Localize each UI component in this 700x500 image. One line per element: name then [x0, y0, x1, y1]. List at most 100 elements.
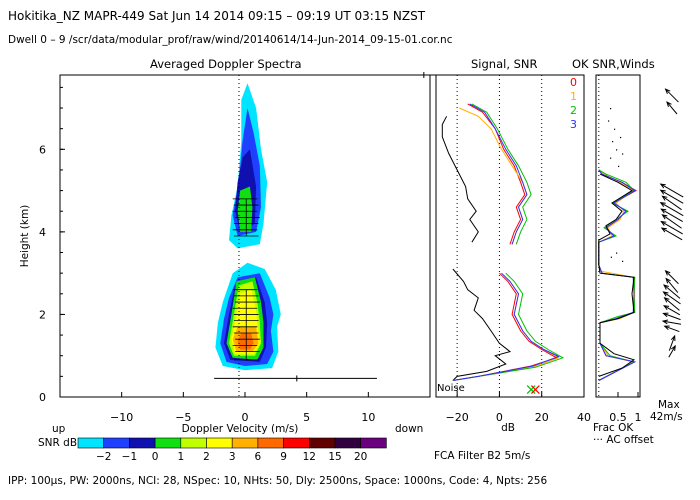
- wind-arrow-head-6: [660, 208, 667, 214]
- snr-swatch-0: [77, 437, 105, 449]
- wind-arrow-shaft-5: [660, 202, 684, 217]
- wind-arrow-head-14: [663, 297, 670, 303]
- snr-swatch-4: [180, 437, 207, 449]
- wind-arrow-shaft-8: [661, 221, 683, 235]
- snr-legend-label-5: 3: [229, 451, 236, 463]
- spectra-frame: [59, 74, 431, 398]
- ok-frame: [595, 74, 641, 398]
- header-dwell-path: Dwell 0 – 9 /scr/data/modular_prof/raw/w…: [8, 34, 453, 46]
- spectra-ytick-label-1: 2: [39, 308, 46, 321]
- wind-arrow-18: [663, 325, 680, 333]
- wind-arrow-head-2: [659, 183, 666, 189]
- wind-arrow-head-0: [664, 88, 671, 95]
- label-down: down: [395, 423, 423, 435]
- snr-legend-title: SNR dB: [38, 437, 77, 449]
- signal-legend-entry-1: 1: [570, 90, 577, 103]
- spectra-xtick-label-3: 5: [303, 411, 310, 424]
- snr-legend-label-7: 9: [280, 451, 287, 463]
- signal-axes: −20 0 20 40: [446, 392, 591, 424]
- wind-arrow-0: [664, 88, 679, 103]
- wind-arrow-13: [662, 291, 681, 305]
- signal-line-3-0: [452, 272, 560, 381]
- signal-legend-entry-0: 0: [570, 76, 577, 89]
- snr-swatch-6: [231, 437, 259, 449]
- frac-ok-label: Frac OK: [593, 422, 634, 434]
- spectra-ytick-label-3: 6: [39, 143, 46, 156]
- noise-label: Noise: [437, 383, 465, 394]
- spectra-xtick-label-2: 0: [242, 411, 249, 424]
- snr-swatch-3: [154, 437, 182, 449]
- spectra-panel: −10 −5 0 5 10 0 2 4 6 Height (km) Doppler Veloci…: [19, 72, 470, 435]
- spectra-ytick-label-0: 0: [39, 391, 46, 404]
- wind-arrow-19: [668, 334, 676, 351]
- ok-dot-11: [622, 260, 624, 262]
- signal-line-3-1: [469, 103, 528, 245]
- signal-xlabel: dB: [501, 422, 515, 434]
- signal-x-marker-1b: [530, 385, 540, 394]
- signal-line-2-1: [471, 103, 532, 245]
- signal-x-marker-0b: [526, 385, 536, 394]
- wind-arrow-shaft-6: [661, 208, 683, 222]
- wind-arrow-shaft-14: [664, 297, 680, 311]
- ok-snr-panel: 0.510.5 Frac OK ··· AC offset: [593, 74, 654, 446]
- signal-line-black-1: [441, 116, 479, 243]
- wind-arrow-head-19: [670, 334, 676, 342]
- ok-dot-10: [616, 252, 618, 254]
- wind-arrow-4: [661, 195, 682, 211]
- wind-arrow-head-20: [670, 344, 676, 351]
- wind-arrow-head-8: [660, 220, 667, 226]
- signal-legend-entry-2: 2: [570, 104, 577, 117]
- signal-xtick-label-0: −20: [446, 411, 469, 424]
- wind-arrow-head-18: [663, 325, 670, 330]
- wind-arrow-head-11: [665, 277, 671, 284]
- snr-swatch-9: [308, 437, 336, 449]
- ok-dot-0: [610, 108, 612, 110]
- ok-xtick-label-1: 1: [635, 411, 642, 424]
- snr-legend-label-2: 0: [152, 451, 159, 463]
- ok-dot-9: [610, 256, 612, 258]
- signal-line-black-0: [452, 268, 512, 381]
- wind-arrow-shaft-3: [660, 189, 684, 204]
- snr-swatch-5: [206, 437, 233, 449]
- spectra-xtick-label-1: −5: [175, 411, 191, 424]
- snr-swatch-11: [360, 437, 387, 449]
- snr-legend-label-6: 6: [255, 451, 262, 463]
- wind-arrow-head-17: [661, 319, 669, 325]
- ok-dot-2: [612, 141, 614, 143]
- ok-line-black: [598, 173, 636, 377]
- ok-dot-6: [608, 120, 610, 122]
- wind-arrow-shaft-2: [660, 183, 684, 198]
- wind-arrow-shaft-4: [662, 195, 682, 211]
- wind-arrow-shaft-19: [668, 335, 676, 351]
- signal-line-0-1: [467, 103, 526, 245]
- ok-dot-3: [616, 149, 618, 151]
- wind-arrow-shaft-7: [662, 214, 682, 229]
- wind-arrow-shaft-13: [663, 291, 681, 305]
- wind-arrow-shaft-20: [668, 345, 676, 358]
- wind-arrow-shaft-9: [661, 227, 683, 241]
- wind-arrow-8: [660, 220, 683, 235]
- snr-legend-labels: −2 −1 0 1 2 3 6 9 12 15 20: [96, 451, 367, 463]
- ok-xtick-label-0: 0.5: [609, 411, 627, 424]
- signal-series: [441, 103, 565, 394]
- ok-winds-title: OK SNR,Winds: [572, 57, 655, 71]
- signal-xtick-label-3: 40: [577, 411, 591, 424]
- wind-arrow-16: [662, 312, 681, 321]
- snr-color-legend: SNR dB −2 −1 0 1 2 3 6 9 12 15 20: [38, 437, 387, 463]
- wind-arrow-head-10: [664, 269, 671, 276]
- header-title: Hokitika_NZ MAPR-449 Sat Jun 14 2014 09:…: [8, 9, 426, 23]
- wind-arrow-5: [659, 202, 684, 217]
- wind-arrow-14: [663, 297, 680, 311]
- wind-arrow-shaft-0: [665, 88, 679, 103]
- wind-arrow-11: [665, 277, 679, 293]
- spectra-contour-6: [237, 186, 253, 232]
- signal-line-2-0: [452, 272, 565, 381]
- signal-legend-entry-3: 3: [570, 118, 577, 131]
- wind-arrow-20: [668, 344, 676, 358]
- wind-arrow-12: [663, 284, 681, 299]
- signal-line-1-1: [459, 107, 528, 245]
- ok-dot-5: [618, 165, 620, 168]
- signal-frame: [435, 74, 585, 398]
